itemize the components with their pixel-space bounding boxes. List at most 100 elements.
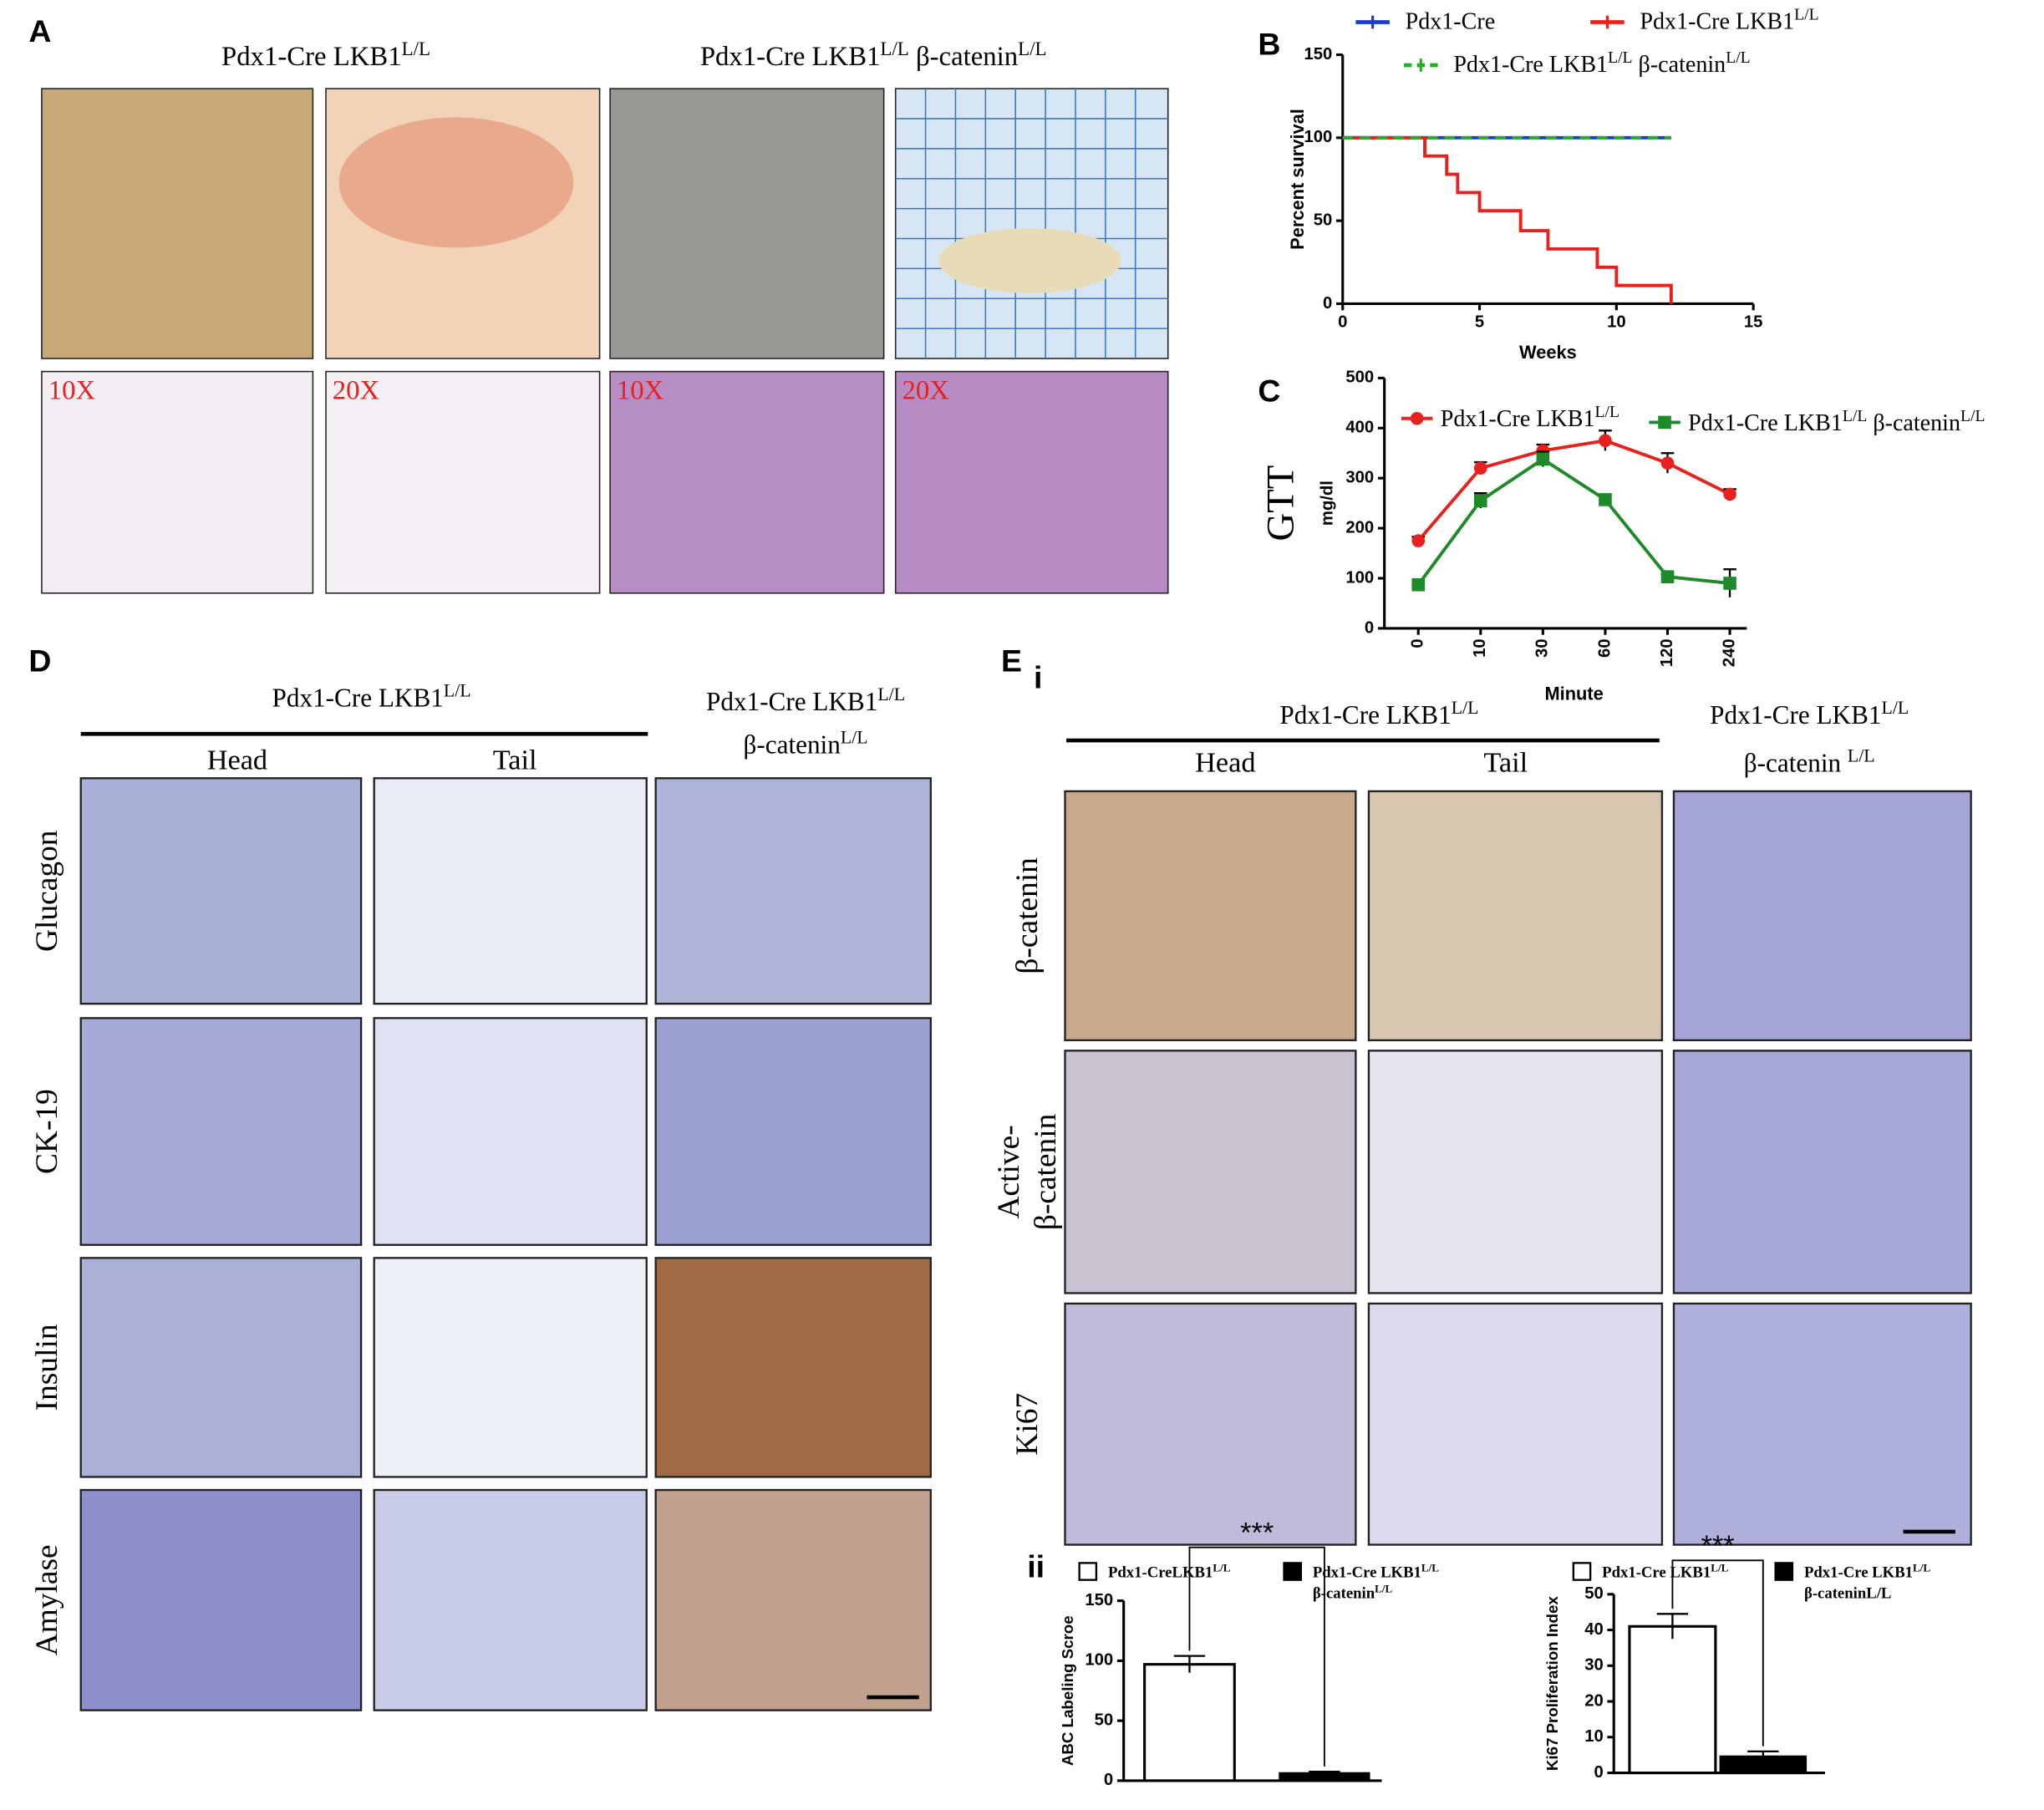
tissue — [938, 227, 1121, 293]
x-axis-label: Minute — [1544, 684, 1603, 704]
legend-label: Pdx1-Cre LKB1L/L — [1441, 403, 1619, 432]
y-tick-label: 50 — [1314, 211, 1333, 230]
y-tick-label: 20 — [1584, 1691, 1604, 1710]
x-tick-label: 5 — [1475, 313, 1484, 332]
legend-marker — [1658, 415, 1671, 430]
text-part: Pdx1-Cre LKB1 — [221, 42, 402, 72]
micrograph — [609, 370, 885, 594]
legend-label: Pdx1-Cre — [1406, 8, 1496, 34]
y-tick-label: 40 — [1584, 1620, 1604, 1639]
data-point — [1599, 493, 1612, 506]
text-part: Pdx1-Cre LKB1 — [706, 687, 877, 716]
row-label: Insulin — [30, 1324, 64, 1411]
x-tick-label: 60 — [1595, 638, 1614, 658]
legend-label: Pdx1-Cre LKB1L/L — [1313, 1561, 1439, 1582]
x-tick-label: 10 — [1607, 313, 1626, 332]
y-tick-label: 0 — [1594, 1763, 1603, 1782]
y-axis-label: Ki67 Proliferation Index — [1543, 1596, 1561, 1772]
micrograph — [1064, 1050, 1357, 1294]
panel-label: E — [1001, 643, 1022, 678]
side-label: GTT — [1258, 465, 1302, 541]
superscript: L/L — [1848, 745, 1875, 765]
row-label: CK-19 — [30, 1089, 64, 1174]
panel-label: i — [1034, 660, 1042, 695]
x-tick-label: 0 — [1338, 313, 1347, 332]
text-part: Pdx1-Cre LKB1 — [1279, 700, 1451, 730]
y-tick-label: 150 — [1304, 45, 1332, 64]
micrograph — [373, 1017, 648, 1246]
micrograph — [79, 1257, 363, 1478]
micrograph — [654, 1488, 932, 1711]
micrograph — [1367, 1302, 1664, 1546]
superscript: L/L — [1881, 698, 1909, 718]
error-bar — [1173, 1655, 1206, 1673]
row-label: Ki67 — [1010, 1393, 1045, 1456]
micrograph — [79, 777, 363, 1005]
photo — [41, 88, 314, 359]
y-tick-label: 200 — [1345, 518, 1374, 536]
legend-label: β-cateninL/L — [1804, 1585, 1891, 1603]
micrograph — [373, 777, 648, 1005]
superscript: L/L — [880, 38, 908, 59]
column-label: Head — [1195, 746, 1255, 778]
column-label: Head — [207, 744, 267, 775]
error-bar — [1747, 1750, 1779, 1762]
text-part: β-catenin — [1633, 52, 1726, 78]
significance-label: *** — [1240, 1517, 1274, 1548]
text-part: Pdx1-Cre LKB1 — [1602, 1564, 1711, 1582]
significance-bracket — [1671, 1559, 1764, 1746]
magnification-label: 10X — [48, 375, 96, 405]
legend-label: Pdx1-Cre LKB1L/L — [1640, 5, 1818, 34]
y-tick-label: 100 — [1304, 128, 1332, 146]
x-tick-label: 0 — [1409, 638, 1427, 648]
survival-line — [1342, 135, 1673, 304]
superscript: L/L — [1794, 5, 1818, 23]
text-part: Pdx1-Cre LKB1 — [1688, 410, 1843, 436]
x-tick-label: 120 — [1658, 638, 1676, 667]
micrograph — [654, 777, 932, 1005]
column-label: Tail — [1483, 746, 1528, 778]
micrograph — [373, 1488, 648, 1711]
data-point — [1473, 461, 1487, 475]
row-label: Glucagon — [30, 830, 64, 952]
photo — [894, 88, 1169, 359]
x-tick-label: 10 — [1471, 638, 1489, 658]
legend-label: Pdx1-Cre LKB1L/L — [1602, 1561, 1728, 1582]
y-axis-label: Percent survival — [1287, 109, 1308, 250]
legend-swatch — [1283, 1562, 1302, 1581]
data-line — [1416, 457, 1731, 586]
panel-label: D — [28, 643, 51, 678]
legend-swatch — [1572, 1562, 1592, 1581]
legend-label: Pdx1-Cre LKB1L/L β-cateninL/L — [1453, 48, 1750, 78]
x-axis-label: Weeks — [1519, 342, 1577, 363]
photo — [609, 88, 885, 359]
error-bar — [1309, 1770, 1340, 1776]
panel-label: B — [1258, 27, 1280, 62]
column-label: β-cateninL/L — [744, 728, 868, 760]
y-tick-label: 100 — [1085, 1651, 1113, 1670]
text-part: Pdx1-CreLKB1 — [1108, 1564, 1213, 1582]
bar — [1143, 1663, 1236, 1782]
data-point — [1536, 452, 1550, 466]
column-label: Pdx1-Cre LKB1L/L — [706, 684, 905, 716]
panel-label: A — [28, 13, 51, 48]
legend-swatch — [1774, 1562, 1794, 1581]
bar — [1628, 1624, 1717, 1775]
group-title: Pdx1-Cre LKB1L/L — [272, 680, 471, 712]
data-point — [1411, 534, 1426, 547]
superscript: L/L — [1375, 1582, 1392, 1594]
micrograph — [1672, 1302, 1972, 1546]
panel-title: Pdx1-Cre LKB1L/L — [221, 38, 430, 73]
text-part: β-catenin — [1313, 1585, 1375, 1603]
y-tick-label: 0 — [1365, 618, 1374, 637]
micrograph — [373, 1257, 648, 1478]
text-part: Pdx1-Cre LKB1 — [1710, 700, 1881, 730]
panel-title: Pdx1-Cre LKB1L/L β-cateninL/L — [700, 38, 1047, 73]
tissue — [338, 117, 574, 248]
panel-label: C — [1258, 373, 1280, 408]
data-point — [1660, 570, 1675, 584]
panel-label: ii — [1027, 1549, 1045, 1584]
y-tick-label: 30 — [1584, 1656, 1604, 1675]
micrograph — [654, 1017, 932, 1246]
